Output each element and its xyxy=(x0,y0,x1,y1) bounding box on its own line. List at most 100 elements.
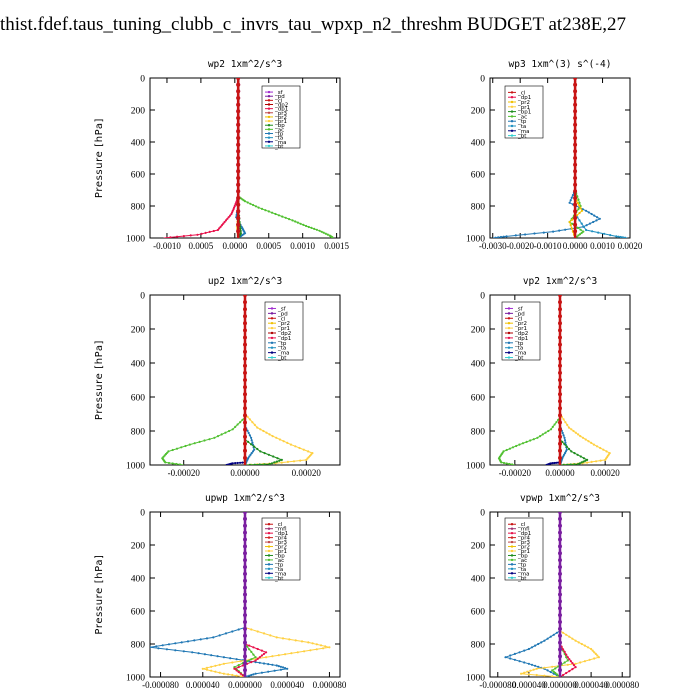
series-point xyxy=(305,224,308,228)
series-point xyxy=(258,463,261,465)
series-point xyxy=(246,645,249,648)
panel-title: upwp 1xm^2/s^3 xyxy=(205,493,285,504)
series-point xyxy=(246,660,249,663)
series-point xyxy=(243,328,247,333)
panel-5: upwp 1xm^2/s^3 Pressure [hPa] 0 200 400 600 80… xyxy=(94,493,347,690)
series-point xyxy=(236,78,241,80)
y-tick-label: 400 xyxy=(471,139,486,149)
series-point xyxy=(243,523,247,528)
series-point xyxy=(554,671,557,675)
legend-entry: _pr3 xyxy=(274,111,288,117)
x-tick-label: 0.000080 xyxy=(605,680,639,690)
x-tick-label: 0.0005 xyxy=(189,241,214,251)
series-point xyxy=(505,448,508,452)
series-point xyxy=(278,459,281,462)
series-point xyxy=(578,462,582,465)
series-point xyxy=(504,656,507,659)
series-point xyxy=(566,659,569,662)
series-point xyxy=(586,646,590,649)
legend-marker xyxy=(270,317,274,320)
legend-entry: _ta xyxy=(517,124,526,130)
series-point xyxy=(228,429,231,433)
series-point xyxy=(260,207,264,210)
series-point xyxy=(247,440,250,443)
series-point xyxy=(570,428,573,431)
legend-entry: _dp1 xyxy=(274,107,288,113)
legend-marker xyxy=(510,100,514,104)
legend: _cl_mfl_dp1_pr4_pr3_pr2_pr1_bp_ac_tp_ta_… xyxy=(261,517,301,582)
series-point xyxy=(184,444,187,448)
series-point xyxy=(324,645,327,648)
series-point xyxy=(227,673,230,676)
series-point xyxy=(250,439,253,442)
y-tick-label: 600 xyxy=(471,608,486,618)
series-point xyxy=(174,649,177,652)
series-point xyxy=(271,435,274,438)
series-point xyxy=(236,129,241,134)
legend-marker xyxy=(510,134,514,137)
series-point xyxy=(157,647,160,650)
series-point xyxy=(588,222,592,225)
series-point xyxy=(558,620,562,624)
series-point xyxy=(558,558,562,563)
legend-box xyxy=(501,301,541,361)
series-point xyxy=(573,122,578,127)
series-point xyxy=(619,235,622,238)
x-tick-label: 0.0000 xyxy=(563,241,588,251)
series-point xyxy=(549,670,552,674)
y-tick-label: 0 xyxy=(140,509,145,519)
series-point xyxy=(562,455,565,458)
series-point xyxy=(573,129,578,134)
series-point xyxy=(243,295,247,297)
series-group xyxy=(150,512,331,677)
series-point xyxy=(243,321,247,326)
panel-title: up2 1xm^2/s^3 xyxy=(208,276,282,287)
y-tick-label: 200 xyxy=(471,326,486,336)
series-point xyxy=(229,214,232,217)
series-point xyxy=(571,637,574,640)
legend-entry: _bp xyxy=(274,553,285,559)
series-point xyxy=(208,438,211,441)
series-point xyxy=(236,222,241,227)
series-point xyxy=(243,620,247,624)
series-point xyxy=(599,446,602,450)
series-point xyxy=(218,634,221,637)
series-point xyxy=(198,440,201,443)
series-point xyxy=(218,671,221,674)
series-point xyxy=(585,209,588,212)
series-point xyxy=(176,235,179,238)
legend-marker xyxy=(270,307,274,310)
series-point xyxy=(167,643,171,646)
series-point xyxy=(236,142,241,147)
series-point xyxy=(253,445,256,448)
series-point xyxy=(569,199,572,202)
series-point xyxy=(609,234,612,237)
series-point xyxy=(515,444,518,448)
legend-marker xyxy=(510,567,514,571)
series-point xyxy=(236,423,239,426)
legend-entry: _bp xyxy=(274,123,285,129)
legend-marker xyxy=(267,567,271,571)
series-point xyxy=(262,429,265,433)
series-point xyxy=(494,236,497,238)
legend-marker xyxy=(510,91,514,94)
series-point xyxy=(243,356,247,361)
series-point xyxy=(268,433,271,436)
series-point xyxy=(243,455,247,460)
series-point xyxy=(258,656,261,659)
series-point xyxy=(284,667,287,670)
panel-title: wp3 1xm^(3) s^(-4) xyxy=(509,59,612,70)
series-point xyxy=(243,448,247,453)
series-point xyxy=(227,216,230,219)
series-point xyxy=(597,656,601,659)
series-point xyxy=(578,233,582,236)
series-point xyxy=(569,463,572,465)
series-point xyxy=(171,462,174,465)
legend-marker xyxy=(507,321,511,325)
series-point xyxy=(565,656,568,659)
series-point xyxy=(259,428,262,431)
series-point xyxy=(191,651,194,654)
series-point xyxy=(593,651,596,654)
series-point xyxy=(254,661,257,664)
legend-entry: _ta xyxy=(274,567,283,573)
